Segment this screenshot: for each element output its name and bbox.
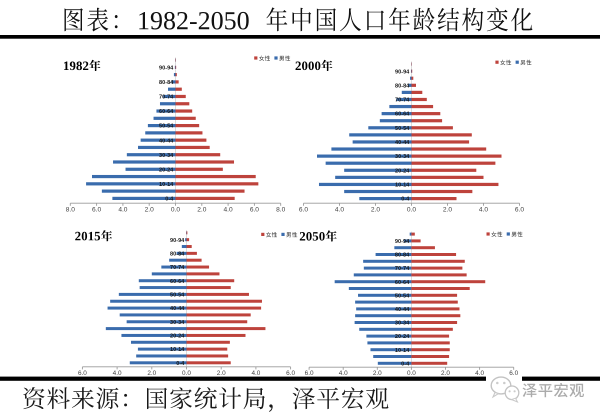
svg-text:2.0: 2.0 — [217, 370, 226, 377]
svg-text:8.0: 8.0 — [276, 207, 285, 214]
svg-text:70-74: 70-74 — [395, 266, 410, 272]
svg-text:80-84: 80-84 — [395, 83, 410, 89]
svg-text:60-64: 60-64 — [159, 109, 174, 115]
svg-text:6.0: 6.0 — [515, 207, 524, 214]
svg-text:10-14: 10-14 — [395, 348, 410, 354]
svg-text:90-94: 90-94 — [395, 69, 410, 75]
svg-text:90-94: 90-94 — [395, 239, 410, 245]
svg-text:4.0: 4.0 — [335, 207, 344, 214]
svg-text:6.0: 6.0 — [92, 207, 101, 214]
svg-text:70-74: 70-74 — [159, 95, 174, 101]
svg-text:4.0: 4.0 — [251, 370, 260, 377]
svg-text:20-24: 20-24 — [395, 334, 410, 340]
svg-text:40-44: 40-44 — [159, 138, 174, 144]
svg-text:0-4: 0-4 — [165, 197, 174, 203]
svg-text:2.0: 2.0 — [145, 207, 154, 214]
svg-text:4.0: 4.0 — [113, 370, 122, 377]
svg-text:10-14: 10-14 — [159, 182, 174, 188]
svg-text:70-74: 70-74 — [395, 98, 410, 104]
svg-text:80-84: 80-84 — [159, 80, 174, 86]
svg-text:0-4: 0-4 — [401, 197, 410, 203]
svg-text:4.0: 4.0 — [118, 207, 127, 214]
svg-text:90-94: 90-94 — [159, 65, 174, 71]
svg-text:30-34: 30-34 — [170, 320, 185, 326]
svg-text:0-4: 0-4 — [401, 361, 410, 367]
svg-text:80-84: 80-84 — [395, 253, 410, 259]
svg-text:20-24: 20-24 — [159, 167, 174, 173]
svg-text:60-64: 60-64 — [395, 280, 410, 286]
svg-text:4.0: 4.0 — [475, 370, 484, 377]
svg-text:60-64: 60-64 — [170, 279, 185, 285]
svg-text:2.0: 2.0 — [443, 207, 452, 214]
svg-text:40-44: 40-44 — [170, 306, 185, 312]
svg-text:90-94: 90-94 — [170, 238, 185, 244]
svg-text:20-24: 20-24 — [170, 334, 185, 340]
svg-text:30-34: 30-34 — [159, 153, 174, 159]
svg-text:2.0: 2.0 — [197, 207, 206, 214]
svg-text:20-24: 20-24 — [395, 168, 410, 174]
svg-text:6.0: 6.0 — [286, 370, 295, 377]
svg-text:10-14: 10-14 — [170, 347, 185, 353]
svg-text:50-54: 50-54 — [170, 293, 185, 299]
svg-text:6.0: 6.0 — [305, 370, 314, 377]
svg-text:50-54: 50-54 — [395, 293, 410, 299]
svg-text:8.0: 8.0 — [66, 207, 75, 214]
svg-text:2.0: 2.0 — [441, 370, 450, 377]
svg-text:4.0: 4.0 — [479, 207, 488, 214]
svg-text:6.0: 6.0 — [250, 207, 259, 214]
svg-text:70-74: 70-74 — [170, 265, 185, 271]
svg-text:2.0: 2.0 — [371, 207, 380, 214]
svg-text:50-54: 50-54 — [159, 124, 174, 130]
svg-text:0.0: 0.0 — [182, 370, 191, 377]
svg-text:6.0: 6.0 — [78, 370, 87, 377]
svg-text:60-64: 60-64 — [395, 112, 410, 118]
svg-text:40-44: 40-44 — [395, 140, 410, 146]
svg-text:50-54: 50-54 — [395, 126, 410, 132]
svg-text:30-34: 30-34 — [395, 321, 410, 327]
svg-text:4.0: 4.0 — [224, 207, 233, 214]
svg-text:0.0: 0.0 — [407, 207, 416, 214]
svg-text:6.0: 6.0 — [509, 370, 518, 377]
svg-text:10-14: 10-14 — [395, 183, 410, 189]
svg-text:0-4: 0-4 — [176, 361, 185, 367]
svg-text:2.0: 2.0 — [147, 370, 156, 377]
svg-text:0.0: 0.0 — [407, 370, 416, 377]
svg-text:80-84: 80-84 — [170, 251, 185, 257]
svg-text:2.0: 2.0 — [373, 370, 382, 377]
svg-text:4.0: 4.0 — [339, 370, 348, 377]
svg-text:6.0: 6.0 — [299, 207, 308, 214]
svg-text:40-44: 40-44 — [395, 307, 410, 313]
svg-text:0.0: 0.0 — [171, 207, 180, 214]
svg-text:30-34: 30-34 — [395, 154, 410, 160]
